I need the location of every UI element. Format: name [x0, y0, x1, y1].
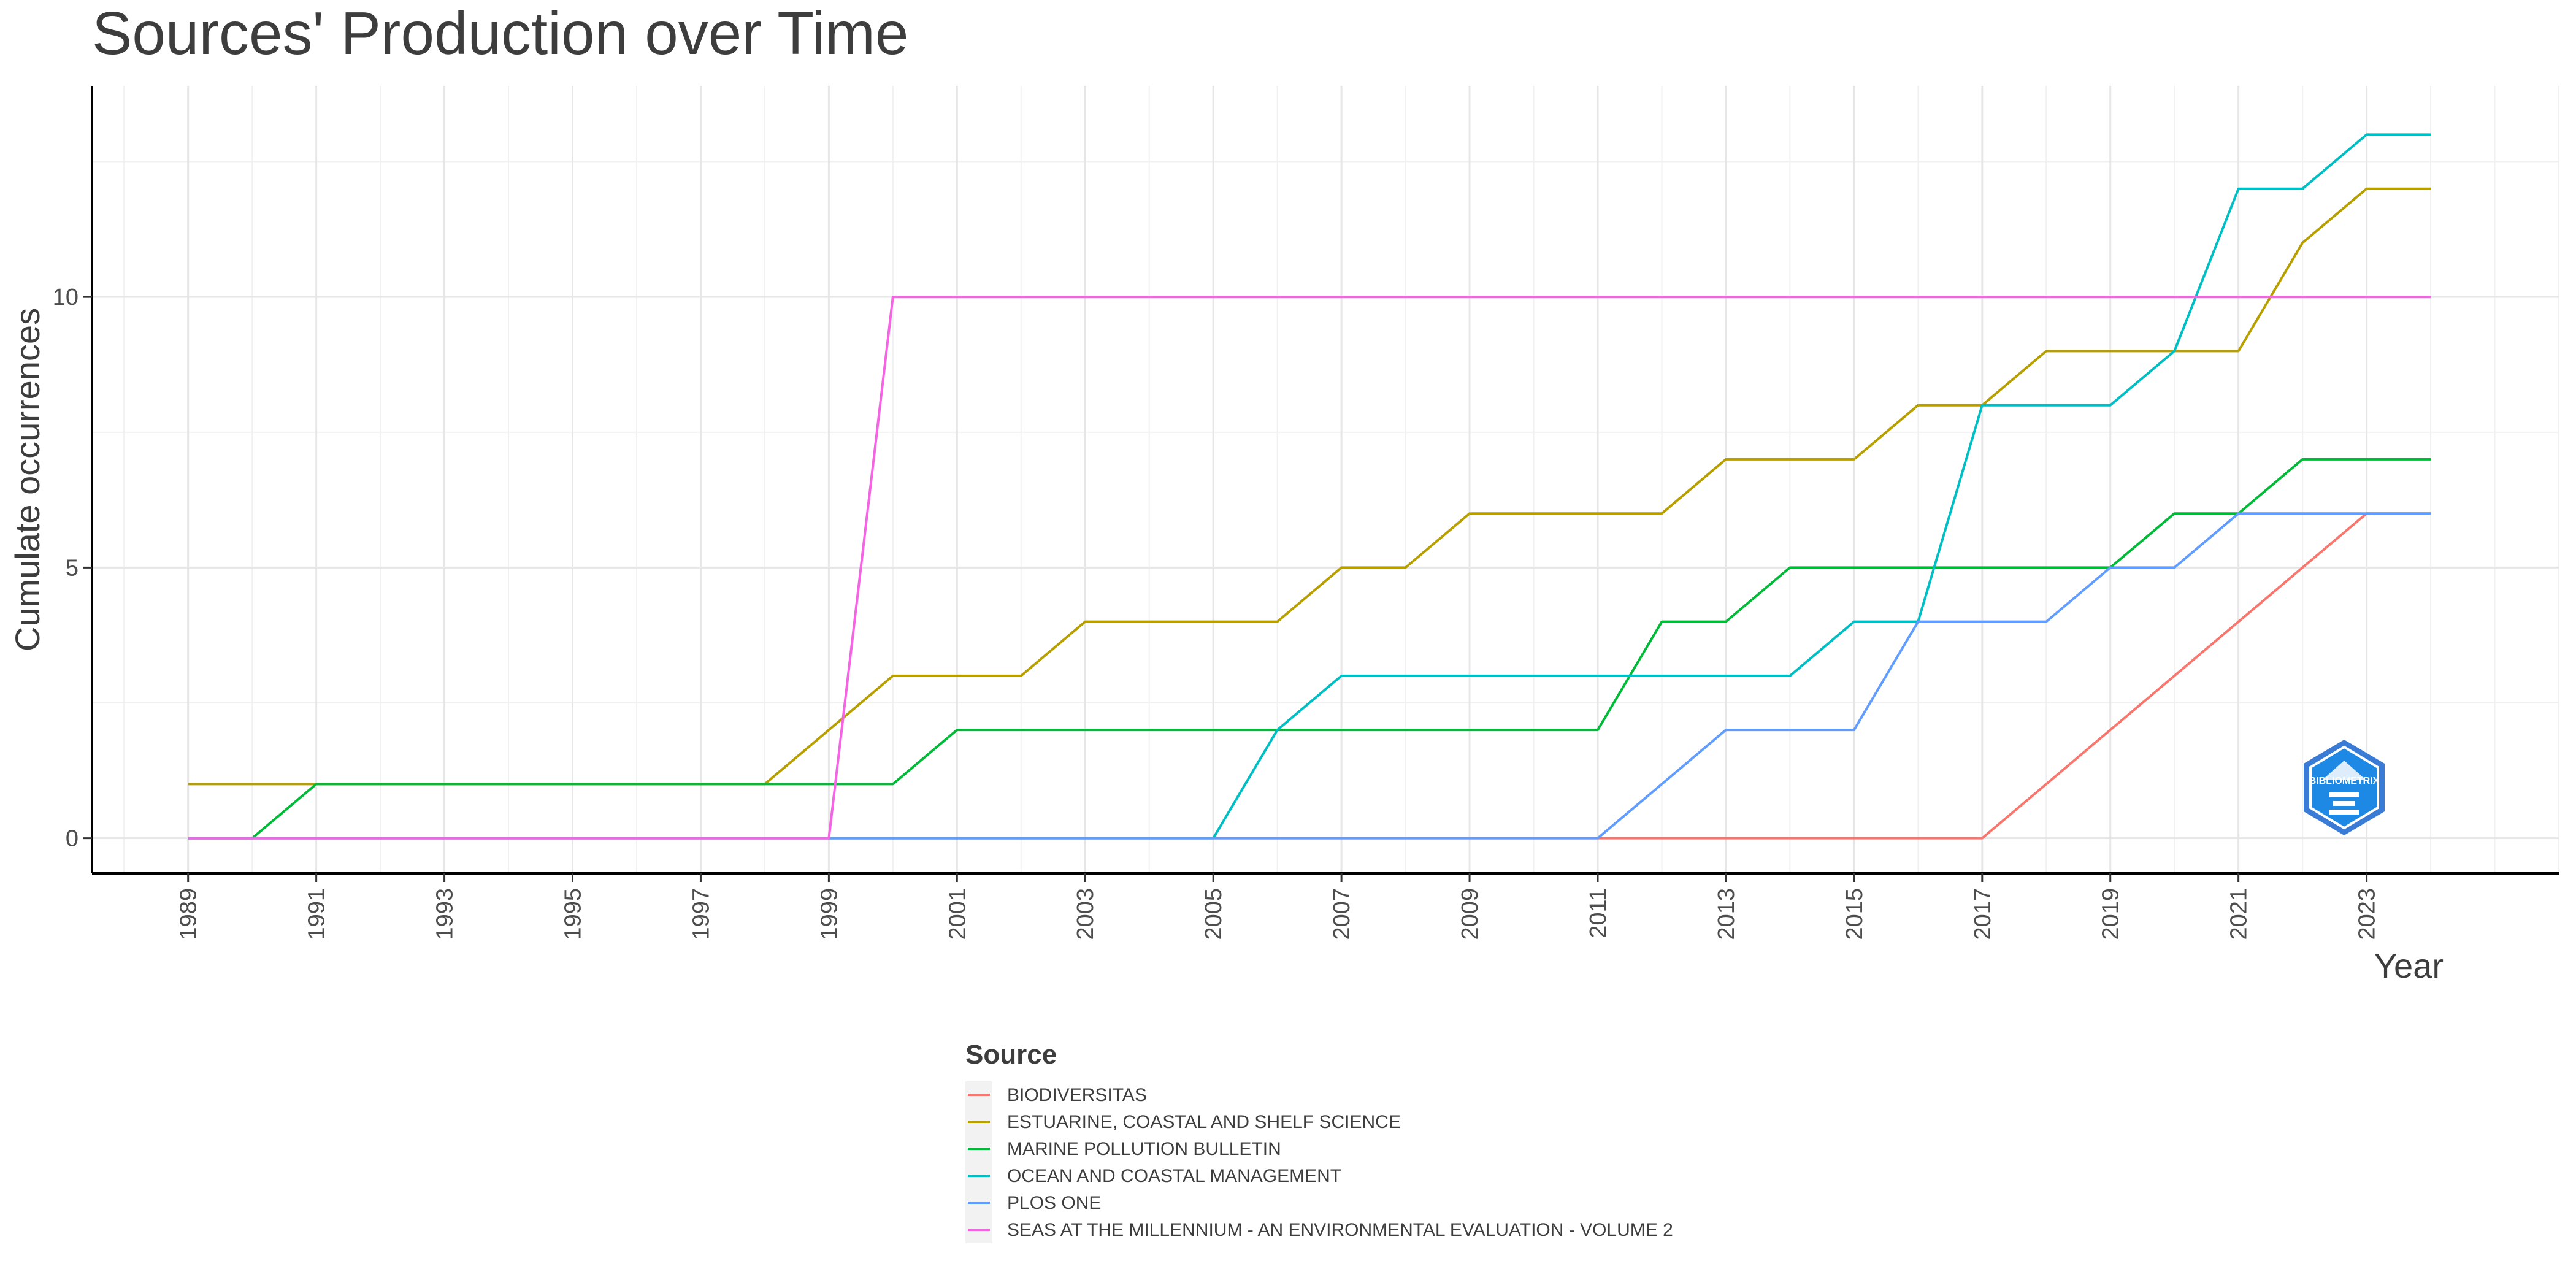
tick-labels: 1989 1991 1993 1995 1997 1999 2001 2003 2005 2007…: [53, 285, 2380, 940]
x-tick-label: 1989: [176, 888, 202, 940]
y-tick-label: 5: [66, 555, 79, 581]
x-tick-label: 2023: [2355, 888, 2380, 940]
x-tick-label: 2007: [1329, 888, 1355, 940]
chart-title: Sources' Production over Time: [92, 0, 908, 67]
x-tick-label: 1995: [561, 888, 586, 940]
bibliometrix-logo: BIBLIOMETRIX: [2304, 740, 2385, 835]
x-tick-label: 2011: [1585, 888, 1611, 938]
series-line: [188, 512, 2431, 840]
series-line: [188, 187, 2431, 786]
series-line: [188, 296, 2431, 840]
x-tick-label: 1999: [816, 888, 842, 940]
legend-title: Source: [965, 1040, 1057, 1070]
x-axis-title: Year: [2374, 946, 2444, 985]
y-axis-title: Cumulate occurrences: [8, 308, 47, 651]
legend-item-label: MARINE POLLUTION BULLETIN: [1007, 1139, 1281, 1159]
logo-text: BIBLIOMETRIX: [2309, 776, 2380, 786]
legend-item-label: BIODIVERSITAS: [1007, 1085, 1147, 1105]
series-line: [188, 458, 2431, 840]
x-tick-label: 2021: [2226, 888, 2252, 940]
legend-item-label: SEAS AT THE MILLENNIUM - AN ENVIRONMENTA…: [1007, 1220, 1673, 1240]
x-tick-label: 1993: [432, 888, 458, 940]
x-tick-label: 2013: [1714, 888, 1739, 940]
x-tick-label: 1997: [688, 888, 714, 940]
y-tick-label: 0: [66, 826, 79, 852]
x-tick-label: 2003: [1073, 888, 1098, 940]
y-tick-label: 10: [53, 285, 79, 310]
legend: Source BIODIVERSITAS ESTUARINE, COASTAL A…: [965, 1040, 1673, 1243]
series-lines: [188, 133, 2431, 840]
series-line: [188, 512, 2431, 840]
legend-item-label: OCEAN AND COASTAL MANAGEMENT: [1007, 1166, 1341, 1186]
x-tick-label: 2005: [1201, 888, 1227, 940]
x-tick-label: 2009: [1457, 888, 1483, 940]
series-line: [188, 133, 2431, 840]
legend-item-label: ESTUARINE, COASTAL AND SHELF SCIENCE: [1007, 1112, 1401, 1132]
x-tick-label: 2015: [1842, 888, 1868, 940]
x-tick-label: 2017: [1970, 888, 1996, 940]
x-tick-label: 2019: [2098, 888, 2124, 940]
axes: [91, 86, 2559, 875]
grid: [92, 86, 2559, 873]
legend-item-label: PLOS ONE: [1007, 1193, 1101, 1213]
x-tick-label: 2001: [945, 888, 970, 940]
x-tick-label: 1991: [304, 888, 330, 940]
